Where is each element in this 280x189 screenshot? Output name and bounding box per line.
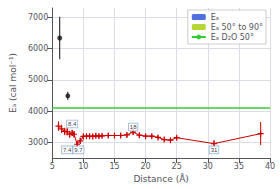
svg-text:31: 31 (211, 147, 218, 153)
svg-text:40: 40 (265, 162, 275, 171)
svg-text:5: 5 (50, 162, 55, 171)
svg-text:8.4: 8.4 (68, 121, 77, 127)
svg-text:9.7: 9.7 (74, 147, 83, 153)
svg-text:6000: 6000 (28, 44, 48, 53)
svg-text:10: 10 (78, 162, 88, 171)
svg-text:Eₐ 50° to 90°: Eₐ 50° to 90° (211, 23, 263, 32)
svg-text:4000: 4000 (28, 107, 48, 116)
svg-text:25: 25 (172, 162, 182, 171)
svg-text:5000: 5000 (28, 75, 48, 84)
svg-text:3000: 3000 (28, 138, 48, 147)
svg-text:30: 30 (203, 162, 213, 171)
svg-text:Distance (Å): Distance (Å) (133, 173, 188, 184)
svg-text:Eₐ: Eₐ (211, 13, 219, 22)
svg-text:Eₐ (cal mol⁻¹): Eₐ (cal mol⁻¹) (8, 53, 18, 113)
svg-text:Eₐ D₂O 50°: Eₐ D₂O 50° (211, 33, 254, 42)
svg-text:18: 18 (130, 124, 137, 130)
svg-text:15: 15 (109, 162, 119, 171)
svg-text:7000: 7000 (28, 13, 48, 22)
svg-text:35: 35 (234, 162, 244, 171)
svg-text:20: 20 (140, 162, 150, 171)
svg-text:7.4: 7.4 (63, 147, 72, 153)
